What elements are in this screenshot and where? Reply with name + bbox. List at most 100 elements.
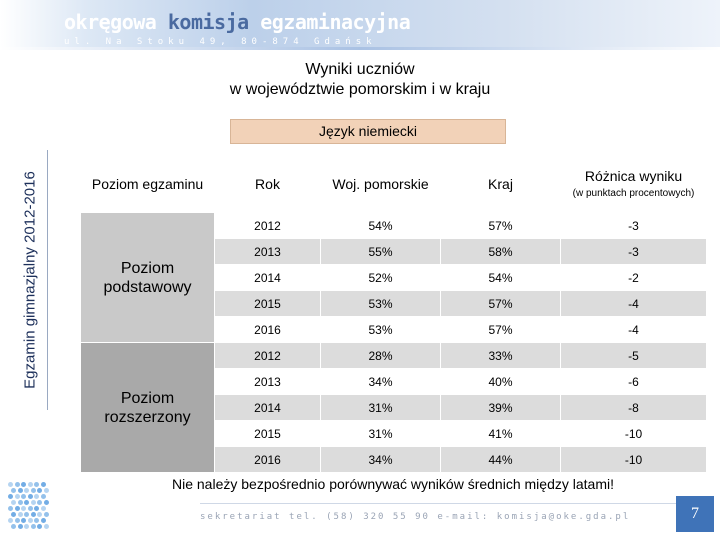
table-row: 2013 34% 40% -6 [81, 368, 707, 395]
region-cell: 31% [320, 420, 441, 447]
footer-divider [200, 503, 700, 504]
logo-dot [21, 482, 26, 487]
logo-dot [30, 524, 36, 529]
logo-dot [24, 512, 29, 517]
diff-cell: -4 [560, 316, 707, 343]
header-level: Poziom egzaminu [80, 155, 215, 213]
year-cell: 2016 [214, 316, 321, 343]
logo-dot [24, 524, 29, 529]
logo-dot [11, 524, 16, 529]
title-line-1: Wyniki uczniów [305, 61, 415, 78]
logo-dot [17, 500, 23, 505]
side-label: Egzamin gimnazjalny 2012-2016 [16, 150, 44, 410]
region-cell: 55% [320, 238, 441, 265]
region-cell: 34% [320, 368, 441, 395]
header-diff-subtitle: (w punktach procentowych) [572, 188, 695, 199]
logo-dot [40, 506, 46, 511]
brand-part-2: komisja [167, 10, 249, 34]
logo-dot [17, 488, 23, 493]
brand-part-1: okręgowa [64, 10, 157, 34]
header-diff: Różnica wyniku (w punktach procentowych) [560, 155, 707, 213]
country-cell: 39% [440, 394, 561, 421]
diff-cell: -4 [560, 290, 707, 317]
diff-cell: -10 [560, 420, 707, 447]
logo-dot [14, 494, 20, 499]
diff-cell: -8 [560, 394, 707, 421]
header-region: Woj. pomorskie [320, 155, 441, 213]
page-number: 7 [676, 496, 714, 532]
logo-dot [43, 512, 49, 517]
logo-dot [8, 518, 13, 523]
logo-dot [43, 524, 49, 529]
diff-cell: -5 [560, 342, 707, 369]
table-row: 2016 34% 44% -10 [81, 446, 707, 473]
logo-dot [34, 494, 39, 499]
table-row: 2015 53% 57% -4 [81, 290, 707, 317]
year-cell: 2014 [214, 394, 321, 421]
country-cell: 54% [440, 264, 561, 291]
country-cell: 57% [440, 316, 561, 343]
logo-dot [34, 482, 39, 487]
diff-cell: -10 [560, 446, 707, 473]
year-cell: 2012 [214, 342, 321, 369]
year-cell: 2013 [214, 238, 321, 265]
table-row: 2016 53% 57% -4 [81, 316, 707, 343]
logo-dot [17, 512, 23, 517]
side-label-text: Egzamin gimnazjalny 2012-2016 [21, 171, 39, 389]
logo-dot [24, 488, 29, 493]
region-cell: 34% [320, 446, 441, 473]
header-diff-title: Różnica wyniku [584, 168, 683, 184]
year-cell: 2014 [214, 264, 321, 291]
country-cell: 58% [440, 238, 561, 265]
logo-dot [40, 518, 46, 523]
logo-dot [34, 518, 39, 523]
country-cell: 40% [440, 368, 561, 395]
logo-dot [27, 482, 33, 487]
logo-dot [11, 512, 16, 517]
footer-contact: sekretariat tel. (58) 320 55 90 e-mail: … [200, 512, 631, 522]
logo-dot [14, 506, 20, 511]
country-cell: 33% [440, 342, 561, 369]
logo-dot [30, 488, 36, 493]
year-cell: 2012 [214, 212, 321, 239]
region-cell: 54% [320, 212, 441, 239]
comparison-note: Nie należy bezpośrednio porównywać wynik… [172, 476, 614, 492]
header-band [0, 0, 720, 50]
header-address: ul. Na Stoku 49, 80-874 Gdańsk [64, 37, 377, 47]
year-cell: 2015 [214, 290, 321, 317]
level-cell: Poziom podstawowy [80, 212, 215, 343]
logo-dot [43, 488, 49, 493]
country-cell: 41% [440, 420, 561, 447]
results-table: Poziom egzaminu Rok Woj. pomorskie Kraj … [80, 155, 707, 473]
logo-dot [8, 506, 13, 511]
logo-dot [14, 518, 20, 523]
diff-cell: -2 [560, 264, 707, 291]
logo-dot [30, 500, 36, 505]
logo-dot [40, 482, 46, 487]
logo-dot [11, 500, 16, 505]
logo-dot [30, 512, 36, 517]
diff-cell: -6 [560, 368, 707, 395]
logo-dot [27, 518, 33, 523]
table-row: 2013 55% 58% -3 [81, 238, 707, 265]
logo-dot [37, 524, 42, 529]
logo-dot [24, 500, 29, 505]
year-cell: 2016 [214, 446, 321, 473]
region-cell: 53% [320, 290, 441, 317]
oke-logo-icon [8, 482, 49, 532]
logo-dot [27, 506, 33, 511]
table-row: Poziom podstawowy 2012 54% 57% -3 [80, 212, 707, 343]
logo-dot [14, 482, 20, 487]
level-cell: Poziom rozszerzony [80, 342, 215, 473]
country-cell: 57% [440, 212, 561, 239]
region-cell: 31% [320, 394, 441, 421]
logo-dot [40, 494, 46, 499]
diff-cell: -3 [560, 238, 707, 265]
page-title: Wyniki uczniów w województwie pomorskim … [150, 60, 570, 100]
logo-dot [17, 524, 23, 529]
diff-cell: -3 [560, 212, 707, 239]
brand-name: okręgowa komisja egzaminacyjna [64, 10, 411, 34]
table-row: Poziom rozszerzony 2012 28% 33% -5 [80, 342, 707, 473]
year-cell: 2013 [214, 368, 321, 395]
brand-part-3: egzaminacyjna [260, 10, 411, 34]
